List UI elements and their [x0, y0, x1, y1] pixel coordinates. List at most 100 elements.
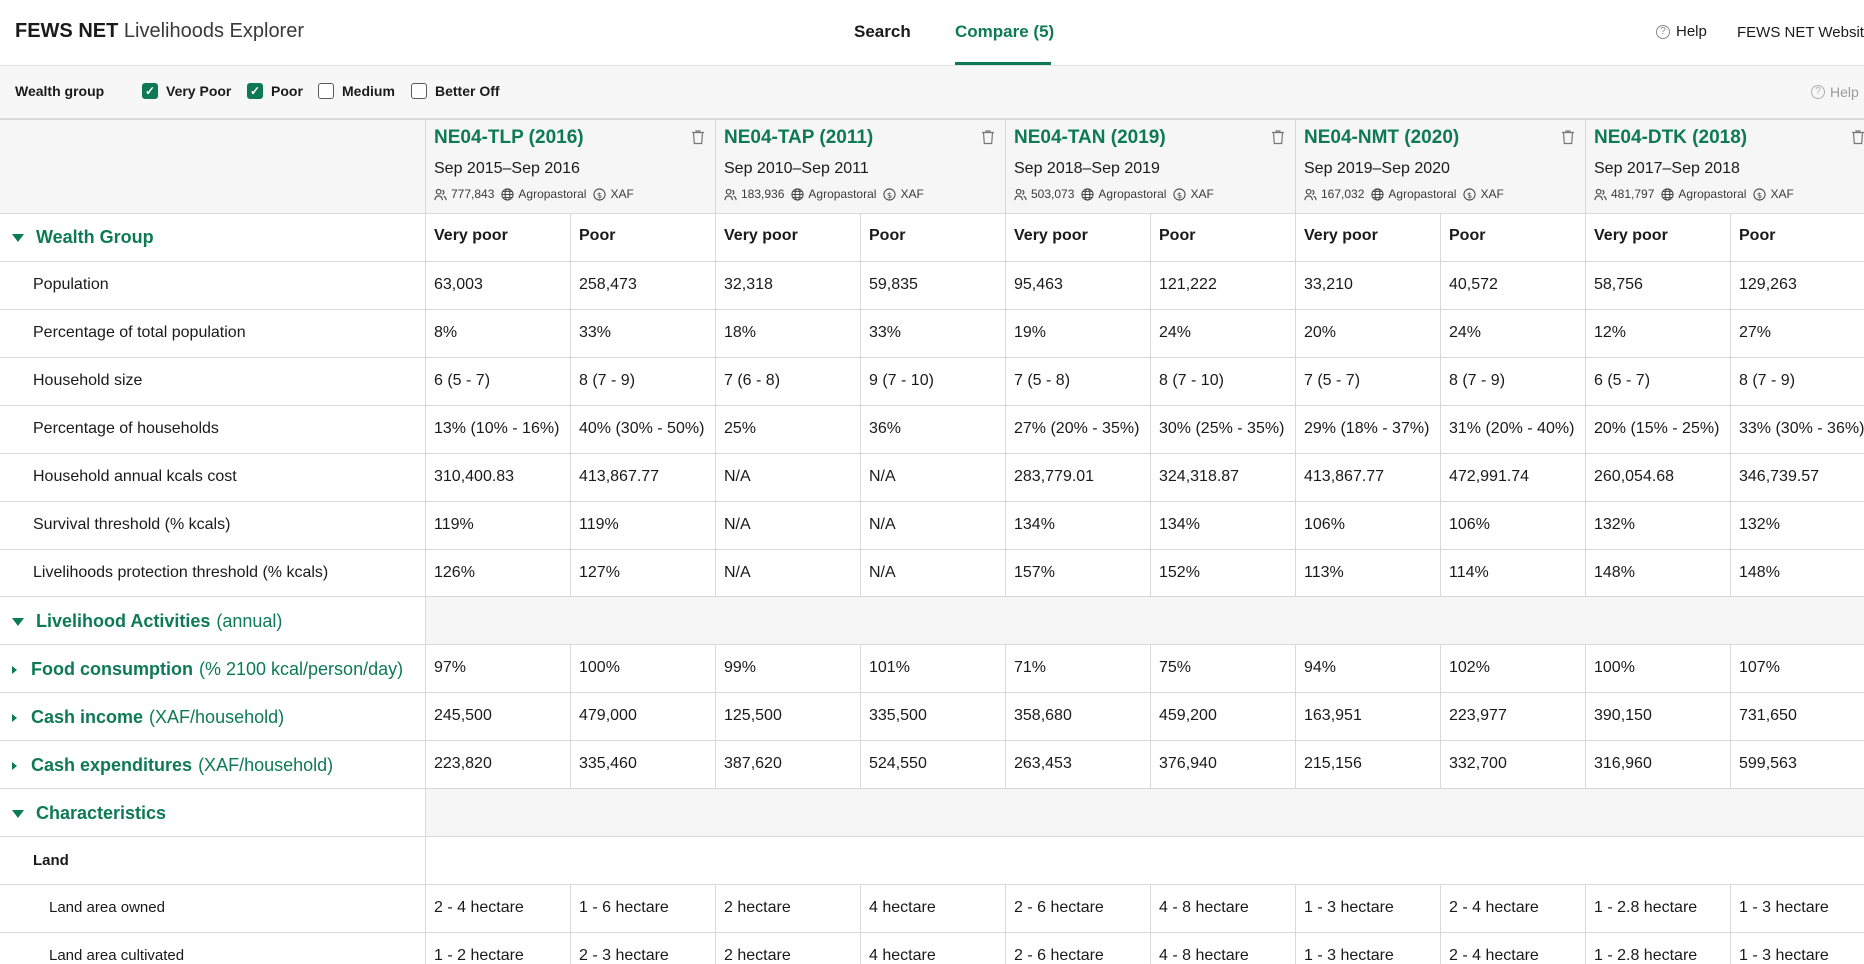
- checkbox-checked-icon[interactable]: ✓: [142, 83, 158, 99]
- table-cell: 2 hectare: [724, 947, 791, 964]
- trash-icon[interactable]: [1561, 129, 1575, 145]
- table-cell: 310,400.83: [434, 468, 515, 485]
- checkbox-label: Very Poor: [166, 83, 232, 99]
- area-column-header: NE04-DTK (2018) Sep 2017–Sep 2018 481,79…: [1585, 119, 1864, 213]
- expand-cash-expenditures[interactable]: Cash expenditures (XAF/household): [12, 755, 333, 776]
- section-toggle-livelihood-activities[interactable]: Livelihood Activities (annual): [12, 611, 282, 632]
- area-dates: Sep 2015–Sep 2016: [434, 160, 580, 177]
- expand-cash-income[interactable]: Cash income (XAF/household): [12, 707, 284, 728]
- checkbox-better-off[interactable]: Better Off: [411, 83, 500, 99]
- column-divider: [1585, 119, 1586, 596]
- area-header-row: [0, 119, 1864, 213]
- wealth-group-header: Poor: [1159, 227, 1196, 244]
- table-cell: 6 (5 - 7): [1594, 372, 1651, 389]
- area-title[interactable]: NE04-TAN (2019): [1014, 127, 1166, 148]
- svg-text:$: $: [1757, 189, 1762, 199]
- table-cell: 12%: [1594, 324, 1627, 341]
- people-icon: [1304, 188, 1317, 200]
- section-toggle-wealth-group[interactable]: Wealth Group: [12, 227, 154, 248]
- area-title[interactable]: NE04-TLP (2016): [434, 127, 584, 148]
- section-title: Livelihood Activities: [36, 611, 211, 631]
- table-cell: 71%: [1014, 659, 1047, 676]
- row-divider: [0, 501, 1864, 502]
- section-fill: [425, 596, 1864, 644]
- filter-help-link[interactable]: ? Help: [1811, 84, 1859, 100]
- column-divider: [1440, 644, 1441, 788]
- wealth-group-header: Poor: [1739, 227, 1776, 244]
- table-cell: 134%: [1014, 516, 1055, 533]
- checkbox-medium[interactable]: Medium: [318, 83, 395, 99]
- table-cell: 2 - 4 hectare: [1449, 899, 1539, 916]
- checkbox-unchecked-icon[interactable]: [411, 83, 427, 99]
- app-brand[interactable]: FEWS NET Livelihoods Explorer: [15, 20, 304, 43]
- row-divider: [0, 405, 1864, 406]
- table-cell: 4 - 8 hectare: [1159, 899, 1249, 916]
- tab-search[interactable]: Search: [854, 22, 911, 41]
- table-cell: 113%: [1304, 564, 1344, 581]
- table-cell: N/A: [724, 564, 751, 581]
- table-cell: 7 (5 - 7): [1304, 372, 1361, 389]
- svg-text:$: $: [1467, 189, 1472, 199]
- checkbox-poor[interactable]: ✓ Poor: [247, 83, 303, 99]
- area-currency: XAF: [900, 187, 924, 201]
- table-cell: 33%: [579, 324, 612, 341]
- row-label: Land area cultivated: [49, 947, 185, 964]
- area-title[interactable]: NE04-NMT (2020): [1304, 127, 1460, 148]
- table-cell: 524,550: [869, 755, 927, 772]
- section-title: Wealth Group: [36, 227, 154, 247]
- table-cell: 215,156: [1304, 755, 1362, 772]
- table-cell: 114%: [1449, 564, 1489, 581]
- table-cell: 8 (7 - 9): [579, 372, 636, 389]
- table-cell: 13% (10% - 16%): [434, 420, 560, 437]
- area-meta: 183,936 Agropastoral $ XAF: [724, 187, 931, 201]
- table-cell: N/A: [724, 516, 751, 533]
- area-population: 503,073: [1031, 187, 1075, 201]
- currency-icon: $: [1173, 187, 1187, 201]
- area-population: 777,843: [451, 187, 495, 201]
- trash-icon[interactable]: [1271, 129, 1285, 145]
- table-cell: 30% (25% - 35%): [1159, 420, 1285, 437]
- caret-right-icon: [12, 713, 17, 722]
- table-cell: 24%: [1449, 324, 1482, 341]
- expand-food-consumption[interactable]: Food consumption (% 2100 kcal/person/day…: [12, 659, 403, 680]
- table-cell: 376,940: [1159, 755, 1217, 772]
- fews-net-website-link[interactable]: FEWS NET Website: [1737, 24, 1864, 41]
- area-title[interactable]: NE04-DTK (2018): [1594, 127, 1748, 148]
- row-divider: [0, 596, 1864, 597]
- row-divider: [0, 836, 1864, 837]
- checkbox-unchecked-icon[interactable]: [318, 83, 334, 99]
- table-cell: 127%: [579, 564, 620, 581]
- checkbox-very-poor[interactable]: ✓ Very Poor: [142, 83, 231, 99]
- table-cell: 59,835: [869, 276, 918, 293]
- table-cell: 4 - 8 hectare: [1159, 947, 1249, 964]
- wealth-group-header: Very poor: [434, 227, 508, 244]
- table-cell: 102%: [1449, 659, 1490, 676]
- help-link[interactable]: ? Help: [1656, 23, 1707, 40]
- column-divider: [1295, 644, 1296, 788]
- row-title: Cash expenditures: [31, 755, 193, 775]
- area-dates: Sep 2017–Sep 2018: [1594, 160, 1740, 177]
- area-title[interactable]: NE04-TAP (2011): [724, 127, 874, 148]
- table-cell: 27%: [1739, 324, 1772, 341]
- table-cell: 119%: [434, 516, 474, 533]
- people-icon: [434, 188, 447, 200]
- table-cell: 20% (15% - 25%): [1594, 420, 1720, 437]
- globe-icon: [1661, 187, 1674, 201]
- row-unit: (XAF/household): [198, 755, 334, 775]
- column-divider: [1005, 884, 1006, 964]
- globe-icon: [1081, 187, 1094, 201]
- trash-icon[interactable]: [691, 129, 705, 145]
- trash-icon[interactable]: [1851, 129, 1864, 145]
- table-cell: 33,210: [1304, 276, 1353, 293]
- checkbox-checked-icon[interactable]: ✓: [247, 83, 263, 99]
- table-cell: 40% (30% - 50%): [579, 420, 705, 437]
- section-toggle-characteristics[interactable]: Characteristics: [12, 803, 166, 824]
- table-cell: 163,951: [1304, 707, 1362, 724]
- table-cell: 1 - 6 hectare: [579, 899, 669, 916]
- table-cell: 283,779.01: [1014, 468, 1095, 485]
- table-cell: 101%: [869, 659, 910, 676]
- table-cell: 1 - 3 hectare: [1739, 899, 1829, 916]
- trash-icon[interactable]: [981, 129, 995, 145]
- tab-compare[interactable]: Compare (5): [955, 22, 1055, 41]
- table-cell: 332,700: [1449, 755, 1507, 772]
